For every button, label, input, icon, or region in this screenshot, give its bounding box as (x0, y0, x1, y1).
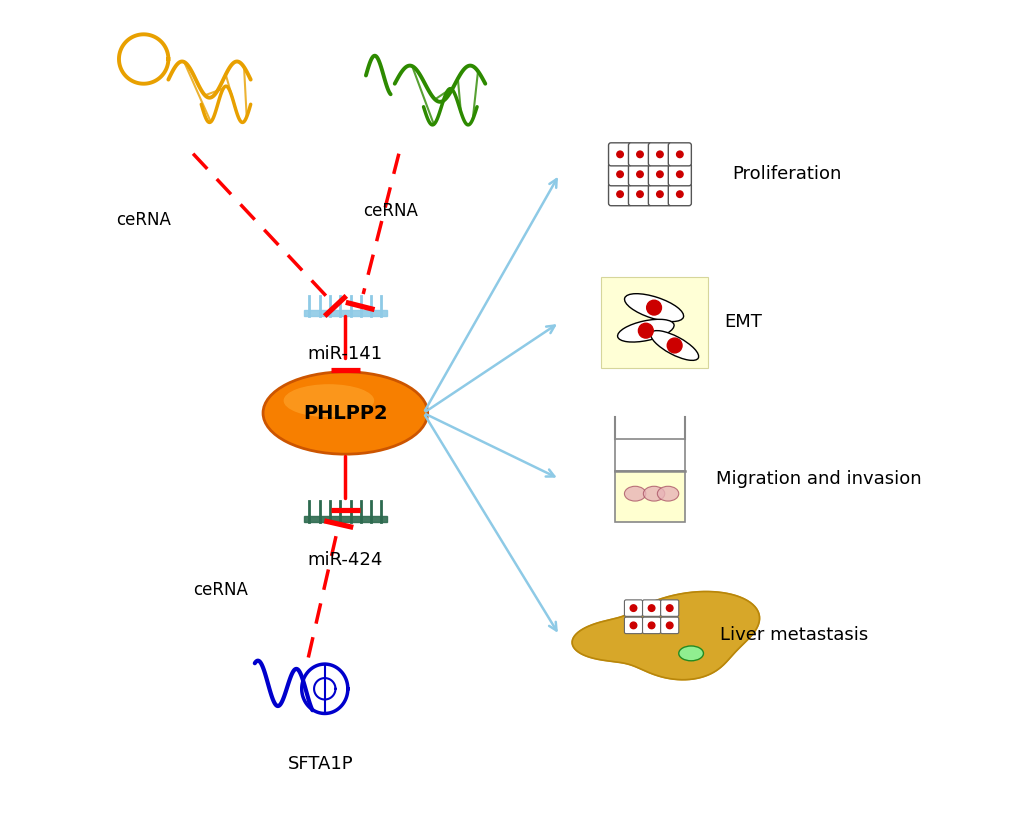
FancyBboxPatch shape (608, 183, 631, 206)
Circle shape (656, 191, 662, 197)
FancyBboxPatch shape (600, 278, 707, 368)
Ellipse shape (263, 372, 427, 454)
FancyBboxPatch shape (614, 439, 684, 471)
Text: ceRNA: ceRNA (116, 211, 171, 229)
Circle shape (648, 622, 654, 629)
Circle shape (636, 171, 643, 178)
FancyBboxPatch shape (648, 183, 671, 206)
Circle shape (656, 171, 662, 178)
FancyBboxPatch shape (648, 143, 671, 166)
FancyBboxPatch shape (304, 310, 386, 316)
FancyBboxPatch shape (624, 617, 642, 634)
Circle shape (636, 151, 643, 158)
Circle shape (648, 605, 654, 611)
Ellipse shape (643, 487, 664, 501)
Text: EMT: EMT (723, 313, 761, 331)
Circle shape (636, 191, 643, 197)
Circle shape (665, 622, 673, 629)
Ellipse shape (624, 294, 683, 321)
Ellipse shape (650, 330, 698, 360)
FancyBboxPatch shape (667, 183, 691, 206)
FancyBboxPatch shape (642, 617, 660, 634)
Circle shape (630, 622, 636, 629)
FancyBboxPatch shape (608, 143, 631, 166)
Ellipse shape (283, 384, 374, 417)
Text: miR-424: miR-424 (308, 551, 383, 569)
FancyBboxPatch shape (660, 617, 678, 634)
Polygon shape (572, 591, 759, 680)
Circle shape (616, 151, 623, 158)
FancyBboxPatch shape (608, 163, 631, 186)
FancyBboxPatch shape (628, 143, 651, 166)
Circle shape (676, 191, 683, 197)
FancyBboxPatch shape (667, 163, 691, 186)
Ellipse shape (616, 320, 674, 342)
Circle shape (616, 171, 623, 178)
FancyBboxPatch shape (667, 143, 691, 166)
Circle shape (630, 605, 636, 611)
FancyBboxPatch shape (660, 600, 678, 616)
Circle shape (638, 323, 652, 338)
Circle shape (666, 338, 682, 353)
Text: Migration and invasion: Migration and invasion (715, 470, 920, 488)
Circle shape (676, 171, 683, 178)
Text: ceRNA: ceRNA (193, 581, 248, 599)
Ellipse shape (624, 487, 645, 501)
FancyBboxPatch shape (628, 183, 651, 206)
FancyBboxPatch shape (304, 516, 386, 522)
Circle shape (665, 605, 673, 611)
FancyBboxPatch shape (642, 600, 660, 616)
FancyBboxPatch shape (628, 163, 651, 186)
Text: ceRNA: ceRNA (363, 202, 418, 221)
Circle shape (646, 300, 661, 315)
Text: miR-141: miR-141 (308, 345, 382, 363)
Circle shape (616, 191, 623, 197)
FancyBboxPatch shape (624, 600, 642, 616)
FancyBboxPatch shape (648, 163, 671, 186)
FancyBboxPatch shape (614, 471, 684, 522)
Text: Liver metastasis: Liver metastasis (719, 626, 867, 644)
Ellipse shape (678, 646, 703, 661)
Text: PHLPP2: PHLPP2 (303, 403, 387, 423)
Circle shape (656, 151, 662, 158)
Circle shape (676, 151, 683, 158)
Text: Proliferation: Proliferation (732, 165, 841, 183)
Ellipse shape (656, 487, 678, 501)
Text: SFTA1P: SFTA1P (287, 755, 354, 772)
